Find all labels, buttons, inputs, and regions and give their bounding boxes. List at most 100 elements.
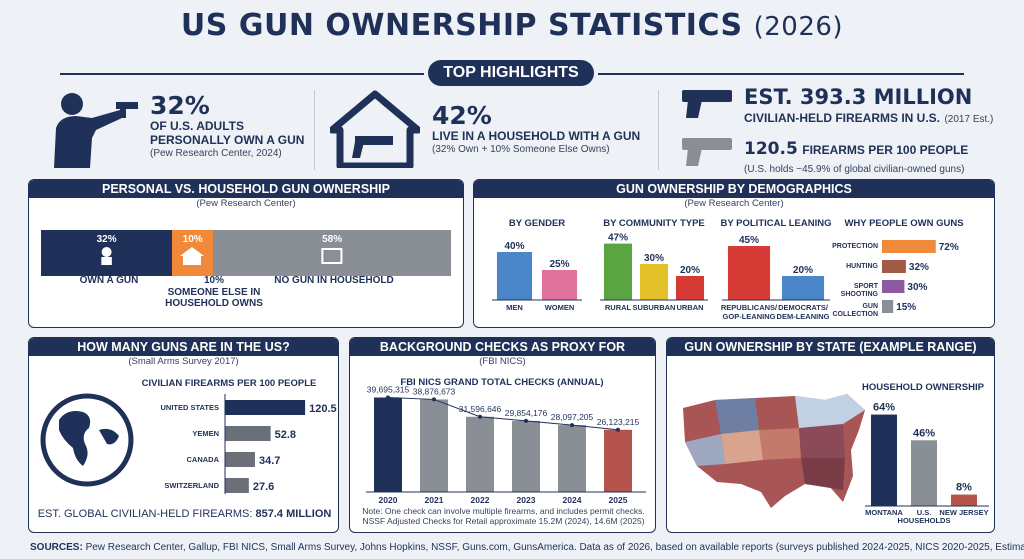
why-own-bar [882, 240, 936, 253]
panel-title: GUN OWNERSHIP BY STATE (EXAMPLE RANGE) [667, 338, 994, 356]
house-icon [180, 247, 205, 265]
segment-no-gun-label: NO GUN IN HOUSEHOLD [274, 275, 394, 286]
why-own-category: SHOOTING [841, 291, 879, 298]
panel-subtitle: (FBI NICS) [479, 356, 526, 367]
household-source: (32% Own + 10% Someone Else Owns) [432, 144, 610, 155]
nics-year: 2023 [517, 495, 536, 505]
nics-bar [420, 399, 448, 492]
demographic-category: REPUBLICANS/ [721, 303, 778, 312]
why-own-bar [882, 280, 905, 293]
separator [314, 90, 315, 170]
panel-demographics: GUN OWNERSHIP BY DEMOGRAPHICS (Pew Resea… [473, 179, 995, 328]
country-label: SWITZERLAND [164, 481, 219, 490]
country-value: 52.8 [275, 429, 296, 441]
panel-title: PERSONAL VS. HOUSEHOLD GUN OWNERSHIP [29, 180, 463, 198]
highlight-per100: 120.5 FIREARMS PER 100 PEOPLE (U.S. hold… [744, 136, 968, 176]
global-firearms-label: EST. GLOBAL CIVILIAN-HELD FIREARMS: [37, 508, 253, 520]
why-own-value: 32% [909, 262, 929, 273]
why-own-value: 15% [896, 302, 916, 313]
highlight-household: 42% LIVE IN A HOUSEHOLD WITH A GUN (32% … [432, 102, 640, 156]
state-category: MONTANA [865, 508, 903, 517]
handgun-icon [682, 90, 732, 118]
nics-bar [466, 416, 494, 492]
nics-point [570, 423, 574, 428]
page-title: US GUN OWNERSHIP STATISTICS (2026) [0, 8, 1024, 43]
separator [658, 90, 659, 170]
demographic-category: SUBURBAN [633, 303, 676, 312]
state-bar [911, 440, 937, 506]
demographic-bar [496, 252, 533, 300]
country-value: 120.5 [309, 403, 337, 415]
nics-year: 2022 [471, 495, 490, 505]
nics-note-1: Note: One check can involve multiple fir… [362, 506, 645, 516]
global-firearms-value: 857.4 MILLION [255, 508, 332, 520]
demographic-value: 30% [644, 253, 664, 264]
demographic-bar [603, 243, 633, 300]
nics-bar [604, 429, 632, 492]
country-value: 27.6 [253, 481, 274, 493]
sources-footer: SOURCES: Pew Research Center, Gallup, FB… [30, 542, 1024, 553]
nics-point [616, 427, 620, 432]
state-category: HOUSEHOLDS [898, 516, 951, 525]
nics-title: FBI NICS GRAND TOTAL CHECKS (ANNUAL) [400, 377, 603, 388]
panel-title: GUN OWNERSHIP BY DEMOGRAPHICS [474, 180, 994, 198]
segment-someone-callout: 10% [203, 275, 224, 286]
segment-someone-value: 10% [182, 234, 203, 245]
state-value: 8% [956, 482, 972, 494]
country-bar [225, 452, 255, 467]
country-label: YEMEN [192, 429, 219, 438]
demographics-chart: BY GENDER 40% MEN 25% WOMEN BY COMMUNITY TYPE… [492, 218, 964, 321]
panel-personal-household: PERSONAL VS. HOUSEHOLD GUN OWNERSHIP (Pe… [28, 179, 464, 328]
per100-title: CIVILIAN FIREARMS PER 100 PEOPLE [142, 378, 317, 389]
demographic-category: DEMOCRATS/ [778, 303, 829, 312]
per100-line1: FIREARMS PER 100 PEOPLE [802, 143, 969, 157]
nics-value: 31,596,646 [459, 404, 502, 414]
nics-point [478, 414, 482, 419]
global-firearms-total: EST. GLOBAL CIVILIAN-HELD FIREARMS: 857.… [29, 508, 338, 520]
person-aiming-gun-icon [54, 93, 138, 168]
highlight-firearms: EST. 393.3 MILLION CIVILIAN-HELD FIREARM… [744, 86, 993, 127]
per100-value: 120.5 [744, 139, 798, 159]
why-own-category: HUNTING [846, 263, 878, 270]
nics-point [386, 395, 390, 400]
panel-subtitle: (Pew Research Center) [196, 198, 296, 209]
panel-subtitle: (Pew Research Center) [684, 198, 784, 209]
group-title: BY GENDER [509, 218, 565, 229]
nics-bar [512, 420, 540, 492]
demographic-category: RURAL [605, 303, 632, 312]
country-value: 34.7 [259, 455, 280, 467]
nics-chart: FBI NICS GRAND TOTAL CHECKS (ANNUAL)39,6… [366, 377, 646, 505]
state-title: HOUSEHOLD OWNERSHIP [862, 382, 985, 393]
no-gun-house-icon [321, 248, 343, 264]
house-with-gun-icon [330, 90, 420, 168]
state-category: NEW JERSEY [939, 508, 988, 517]
household-value: 42% [432, 101, 492, 130]
panel-title: HOW MANY GUNS ARE IN THE US? [29, 338, 338, 356]
demographic-value: 47% [608, 233, 628, 244]
per100-chart: CIVILIAN FIREARMS PER 100 PEOPLE UNITED S… [142, 378, 337, 494]
divider-right [598, 73, 964, 75]
highlight-adults: 32% OF U.S. ADULTS PERSONALLY OWN A GUN … [150, 92, 304, 160]
country-bar [225, 426, 271, 441]
why-own-category: PROTECTION [832, 243, 878, 250]
nics-year: 2024 [563, 495, 582, 505]
demographic-value: 45% [739, 235, 759, 246]
group-title: BY POLITICAL LEANING [720, 218, 831, 229]
firearms-note: (2017 Est.) [944, 114, 994, 125]
why-own-value: 30% [907, 282, 927, 293]
adults-source: (Pew Research Center, 2024) [150, 148, 282, 159]
why-own-category: COLLECTION [833, 311, 879, 318]
demographic-value: 40% [504, 241, 524, 252]
country-label: CANADA [187, 455, 220, 464]
nics-point [524, 418, 528, 423]
nics-year: 2025 [609, 495, 628, 505]
demographic-value: 25% [549, 259, 569, 270]
title-year: (2026) [753, 12, 844, 42]
demographic-bar [675, 276, 705, 300]
panel-subtitle: (Small Arms Survey 2017) [128, 356, 239, 367]
globe-icon [40, 393, 134, 487]
nics-bar [374, 397, 402, 492]
adults-value: 32% [150, 91, 210, 120]
nics-point [432, 397, 436, 402]
demographic-value: 20% [680, 265, 700, 276]
